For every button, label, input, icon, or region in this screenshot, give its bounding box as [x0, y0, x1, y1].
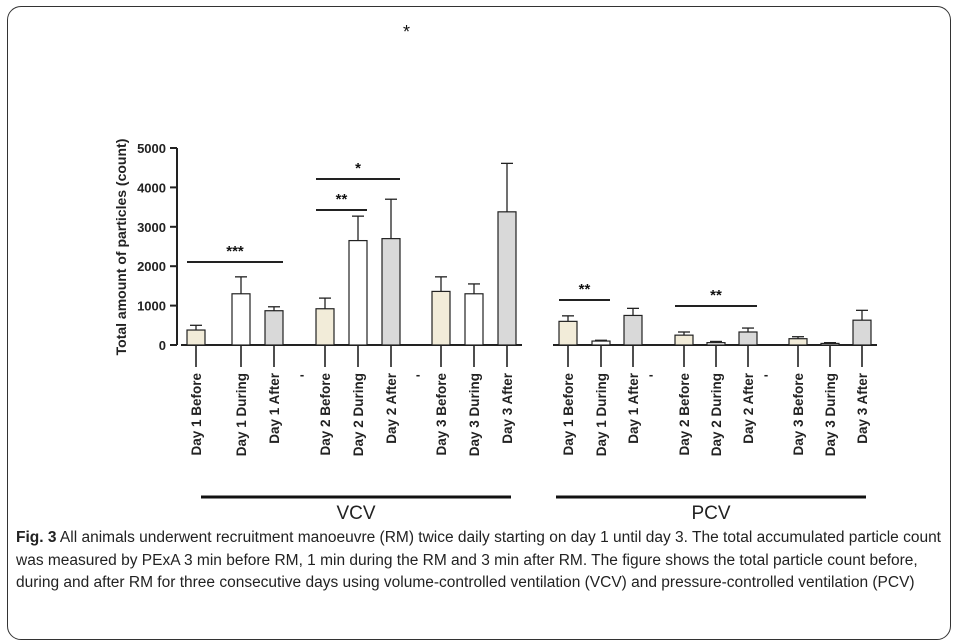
bar [591, 340, 611, 346]
x-tick-label: Day 1 After [267, 372, 282, 444]
x-tick-label: Day 3 During [467, 373, 482, 456]
bar [381, 238, 401, 346]
x-tick-label: Day 1 During [234, 373, 249, 456]
y-tick-label: 2000 [137, 259, 166, 274]
x-tick-label: Day 2 After [384, 372, 399, 444]
x-tick-label: Day 3 During [823, 373, 838, 456]
significance-label: ** [336, 191, 348, 208]
x-tick-label: Day 2 During [351, 373, 366, 456]
x-tick-label: Day 2 After [741, 372, 756, 444]
significance-label: ** [579, 281, 591, 298]
y-tick-label: 3000 [137, 220, 166, 235]
bar-chart: Total amount of particles (count) 0 1000 2… [113, 139, 877, 524]
x-tick-label: Day 1 Before [189, 373, 204, 456]
x-tick-label: Day 1 Before [561, 373, 576, 456]
y-tick-label: 4000 [137, 180, 166, 195]
bar [497, 211, 517, 346]
top-significance-marker: * [403, 22, 411, 42]
group-label: PCV [691, 503, 730, 524]
x-tick-label: Day 2 Before [318, 373, 333, 456]
bar [348, 239, 368, 346]
bar [431, 290, 451, 346]
bar [558, 320, 578, 346]
x-tick-label: Day 3 Before [791, 373, 806, 456]
separator-dash: - [649, 367, 653, 382]
significance-label: * [355, 160, 361, 177]
y-axis-label: Total amount of particles (count) [113, 139, 129, 356]
bar [820, 342, 840, 346]
y-tick-label: 1000 [137, 299, 166, 314]
caption-label: Fig. 3 [16, 529, 57, 546]
bar [706, 342, 726, 346]
bar [674, 334, 694, 346]
plot-area: 0 1000 2000 3000 4000 5000 Day 1 Before Day 1 D… [137, 141, 877, 524]
bar [186, 329, 206, 346]
x-tick-label: Day 3 After [500, 372, 515, 444]
bar [315, 308, 335, 346]
significance-label: *** [226, 243, 244, 260]
group-label: VCV [336, 503, 375, 524]
significance-label: ** [710, 287, 722, 304]
separator-dash: - [764, 367, 768, 382]
separator-dash: - [300, 367, 304, 382]
x-tick-label: Day 3 After [855, 372, 870, 444]
x-tick-label: Day 1 During [594, 373, 609, 456]
bar [231, 293, 251, 346]
separator-dash: - [416, 367, 420, 382]
x-tick-label: Day 2 During [709, 373, 724, 456]
x-tick-label: Day 2 Before [677, 373, 692, 456]
bar [623, 314, 643, 346]
figure-caption: Fig. 3 All animals underwent recruitment… [16, 527, 941, 595]
y-tick-label: 0 [159, 338, 166, 353]
bar [264, 310, 284, 346]
caption-text: All animals underwent recruitment manoeu… [16, 529, 941, 591]
y-tick-label: 5000 [137, 141, 166, 156]
bar [464, 293, 484, 346]
bar [738, 331, 758, 346]
x-tick-label: Day 3 Before [434, 373, 449, 456]
x-tick-label: Day 1 After [626, 372, 641, 444]
bar [788, 338, 808, 346]
bar [852, 319, 872, 346]
